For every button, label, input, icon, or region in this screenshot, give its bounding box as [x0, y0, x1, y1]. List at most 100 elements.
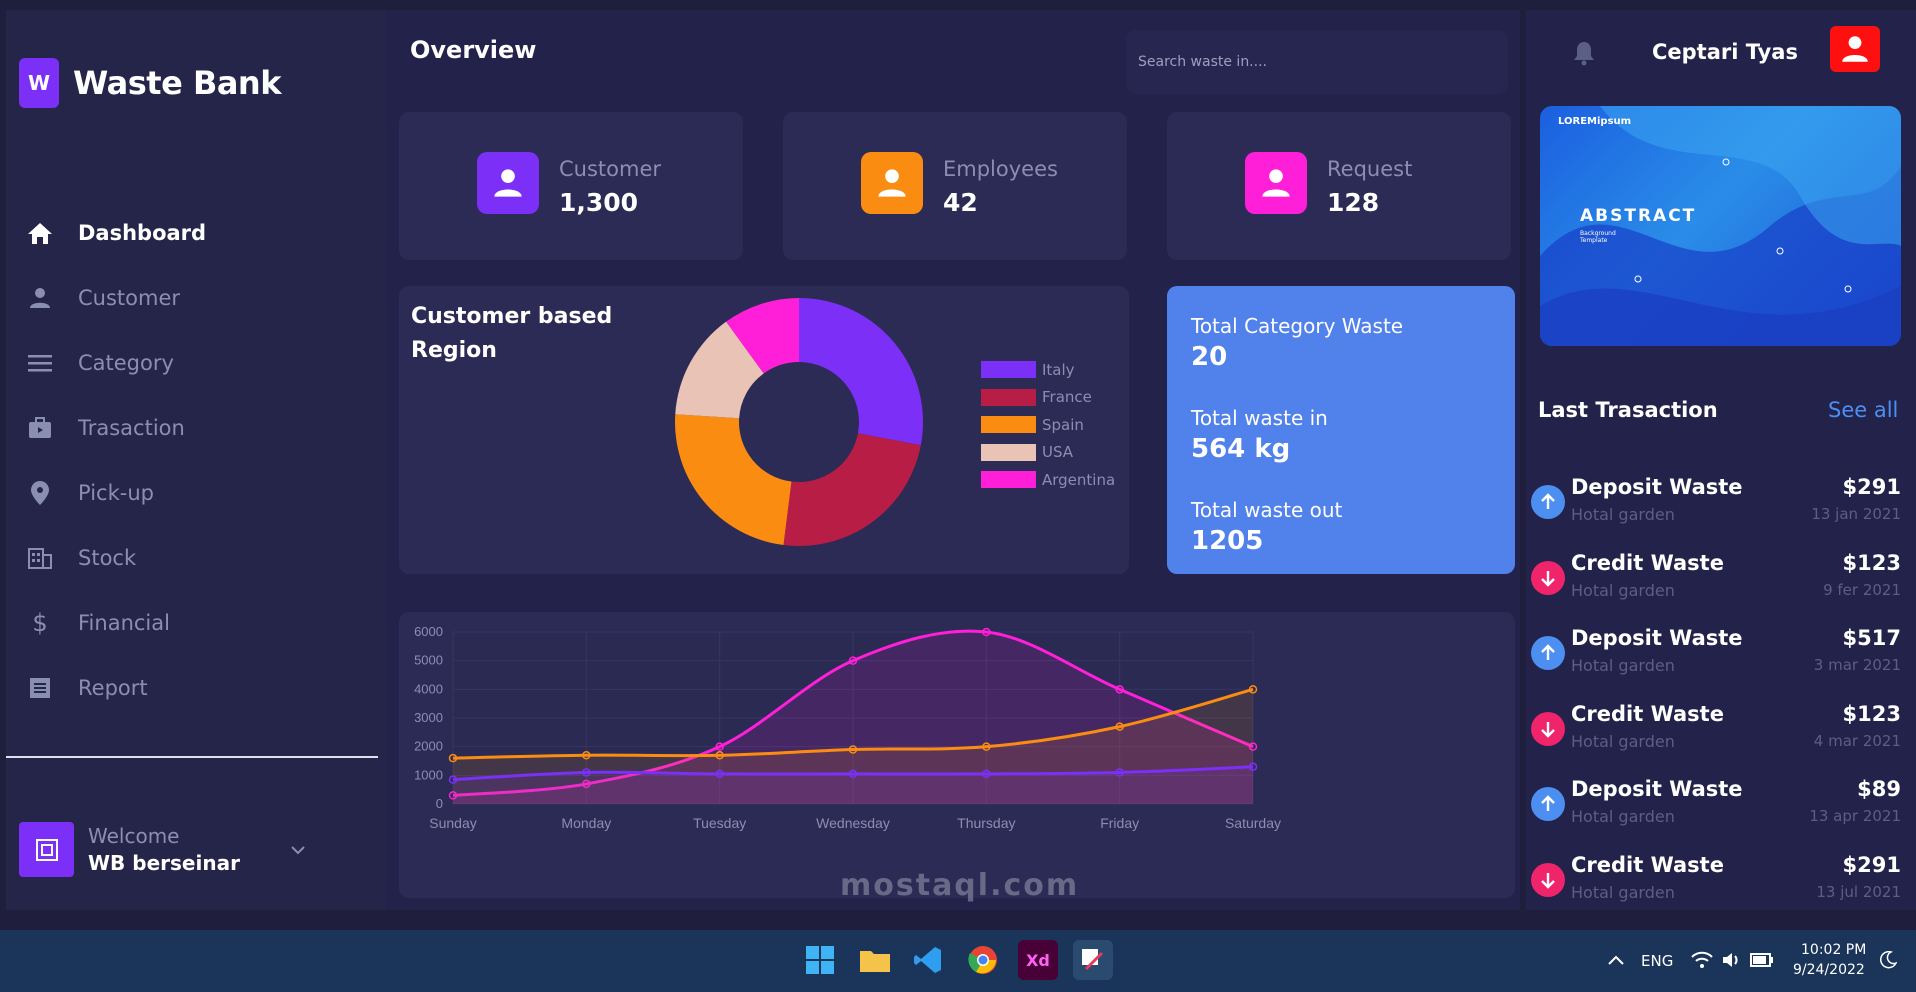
data-point[interactable] — [715, 769, 724, 779]
sidebar-divider — [6, 756, 378, 758]
data-point[interactable] — [982, 769, 991, 779]
transaction-row[interactable]: Credit Waste Hotal garden $123 9 fer 2021 — [1531, 551, 1901, 615]
legend-item[interactable]: France — [981, 384, 1115, 412]
sidebar-item-pick-up[interactable]: Pick-up — [26, 460, 206, 525]
windows-start-icon[interactable] — [800, 940, 840, 980]
arrow-down-icon — [1531, 560, 1565, 595]
arrow-up-icon — [1531, 787, 1565, 821]
file-explorer-icon[interactable] — [855, 940, 895, 980]
sidebar-item-trasaction[interactable]: Trasaction — [26, 395, 206, 460]
donut-slice-italy[interactable] — [799, 298, 923, 446]
donut-slice-usa[interactable] — [675, 321, 764, 419]
data-point[interactable] — [1115, 722, 1124, 731]
promo-banner[interactable]: LOREMipsum ABSTRACT Background Template — [1540, 106, 1901, 346]
transaction-row[interactable]: Deposit Waste Hotal garden $517 3 mar 2021 — [1531, 626, 1901, 690]
data-point[interactable] — [982, 627, 991, 637]
transaction-row[interactable]: Deposit Waste Hotal garden $291 13 jan 2021 — [1531, 475, 1901, 539]
page-title: Overview — [410, 36, 537, 64]
x-tick-label: Thursday — [957, 815, 1015, 831]
dollar-icon: $ — [32, 608, 48, 637]
snipping-tool-icon[interactable] — [1073, 940, 1113, 980]
battery-icon[interactable] — [1742, 940, 1782, 980]
legend-item[interactable]: Argentina — [981, 466, 1115, 494]
transaction-title: Deposit Waste — [1571, 626, 1743, 650]
legend-swatch — [981, 471, 1036, 489]
briefcase-icon — [26, 414, 54, 442]
wifi-icon[interactable] — [1682, 940, 1722, 980]
data-point[interactable] — [715, 751, 724, 760]
sidebar-item-label: Customer — [78, 285, 181, 310]
transaction-row[interactable]: Credit Waste Hotal garden $123 4 mar 2021 — [1531, 702, 1901, 766]
chevron-down-icon[interactable] — [290, 840, 306, 859]
transaction-date: 13 jul 2021 — [1816, 882, 1901, 901]
legend-item[interactable]: Italy — [981, 356, 1115, 384]
transaction-location: Hotal garden — [1571, 505, 1675, 524]
donut-slice-argentina[interactable] — [726, 298, 799, 374]
weekly-line-chart: 0 1000 2000 3000 4000 5000 6000 Sunday Monday Tue… — [414, 624, 1281, 831]
home-icon — [26, 219, 54, 247]
chrome-icon[interactable] — [963, 940, 1003, 980]
transactions-title: Last Trasaction — [1538, 398, 1718, 422]
sidebar-item-label: Pick-up — [78, 480, 154, 505]
data-point[interactable] — [982, 742, 991, 751]
volume-icon[interactable] — [1712, 940, 1752, 980]
data-point[interactable] — [848, 769, 858, 779]
banner-subtitle: Background Template — [1580, 230, 1616, 244]
sidebar-item-stock[interactable]: Stock — [26, 525, 206, 590]
transaction-location: Hotal garden — [1571, 882, 1675, 902]
data-point[interactable] — [1115, 685, 1124, 694]
series-line-1[interactable] — [452, 687, 1254, 760]
series-line-2[interactable] — [452, 765, 1254, 782]
data-point[interactable] — [1248, 762, 1258, 771]
donut-slice-spain[interactable] — [675, 414, 792, 546]
legend-swatch — [981, 416, 1036, 434]
legend-item[interactable]: USA — [981, 439, 1115, 467]
data-point[interactable] — [1248, 742, 1258, 751]
clock-date[interactable]: 9/24/2022 — [1793, 962, 1865, 978]
transaction-row[interactable]: Deposit Waste Hotal garden $89 13 apr 2021 — [1531, 777, 1901, 841]
stat-card-request: Request 128 — [1167, 112, 1511, 260]
transaction-row[interactable]: Credit Waste Hotal garden $291 13 jul 2021 — [1531, 853, 1901, 917]
menu-icon — [26, 349, 54, 377]
data-point[interactable] — [715, 742, 724, 751]
sidebar-item-category[interactable]: Category — [26, 330, 206, 395]
vscode-icon[interactable] — [908, 940, 948, 980]
data-point[interactable] — [848, 745, 858, 754]
sidebar-item-report[interactable]: Report — [26, 655, 206, 720]
total-in-value: 564 kg — [1191, 434, 1291, 464]
avatar[interactable] — [1830, 26, 1880, 72]
data-point[interactable] — [582, 779, 591, 789]
y-tick-label: 2000 — [414, 739, 443, 754]
language-indicator[interactable]: ENG — [1641, 952, 1674, 970]
data-point[interactable] — [848, 656, 858, 665]
data-point[interactable] — [1115, 768, 1124, 777]
clock-time[interactable]: 10:02 PM — [1801, 942, 1867, 958]
data-point[interactable] — [1248, 685, 1258, 694]
donut-slice-france[interactable] — [783, 433, 921, 546]
chevron-up-icon[interactable] — [1596, 940, 1636, 980]
arrow-up-icon — [1531, 485, 1565, 519]
account-switcher[interactable]: Welcome WB berseinar — [19, 822, 306, 877]
data-point[interactable] — [582, 768, 591, 777]
search-input[interactable] — [1126, 30, 1508, 94]
arrow-down-icon — [1531, 711, 1565, 746]
stat-label: Employees — [943, 157, 1058, 181]
data-point[interactable] — [448, 791, 458, 800]
sidebar-item-dashboard[interactable]: Dashboard — [26, 200, 206, 265]
legend-item[interactable]: Spain — [981, 411, 1115, 439]
transaction-amount: $291 — [1842, 475, 1901, 499]
taskbar: Xd ENG 10:02 PM 9/24/2022 — [0, 930, 1916, 992]
series-line-0[interactable] — [452, 629, 1254, 797]
adobe-xd-icon[interactable]: Xd — [1018, 940, 1058, 980]
moon-icon[interactable] — [1868, 940, 1908, 980]
bell-icon[interactable] — [1572, 40, 1596, 70]
data-point[interactable] — [448, 753, 458, 763]
data-point[interactable] — [582, 751, 591, 760]
stat-label: Customer — [559, 157, 662, 181]
x-tick-label: Saturday — [1225, 815, 1281, 831]
app-logo[interactable]: W Waste Bank — [19, 58, 281, 108]
sidebar-item-financial[interactable]: $ Financial — [26, 590, 206, 655]
see-all-link[interactable]: See all — [1828, 398, 1899, 422]
sidebar-item-customer[interactable]: Customer — [26, 265, 206, 330]
data-point[interactable] — [448, 775, 458, 784]
